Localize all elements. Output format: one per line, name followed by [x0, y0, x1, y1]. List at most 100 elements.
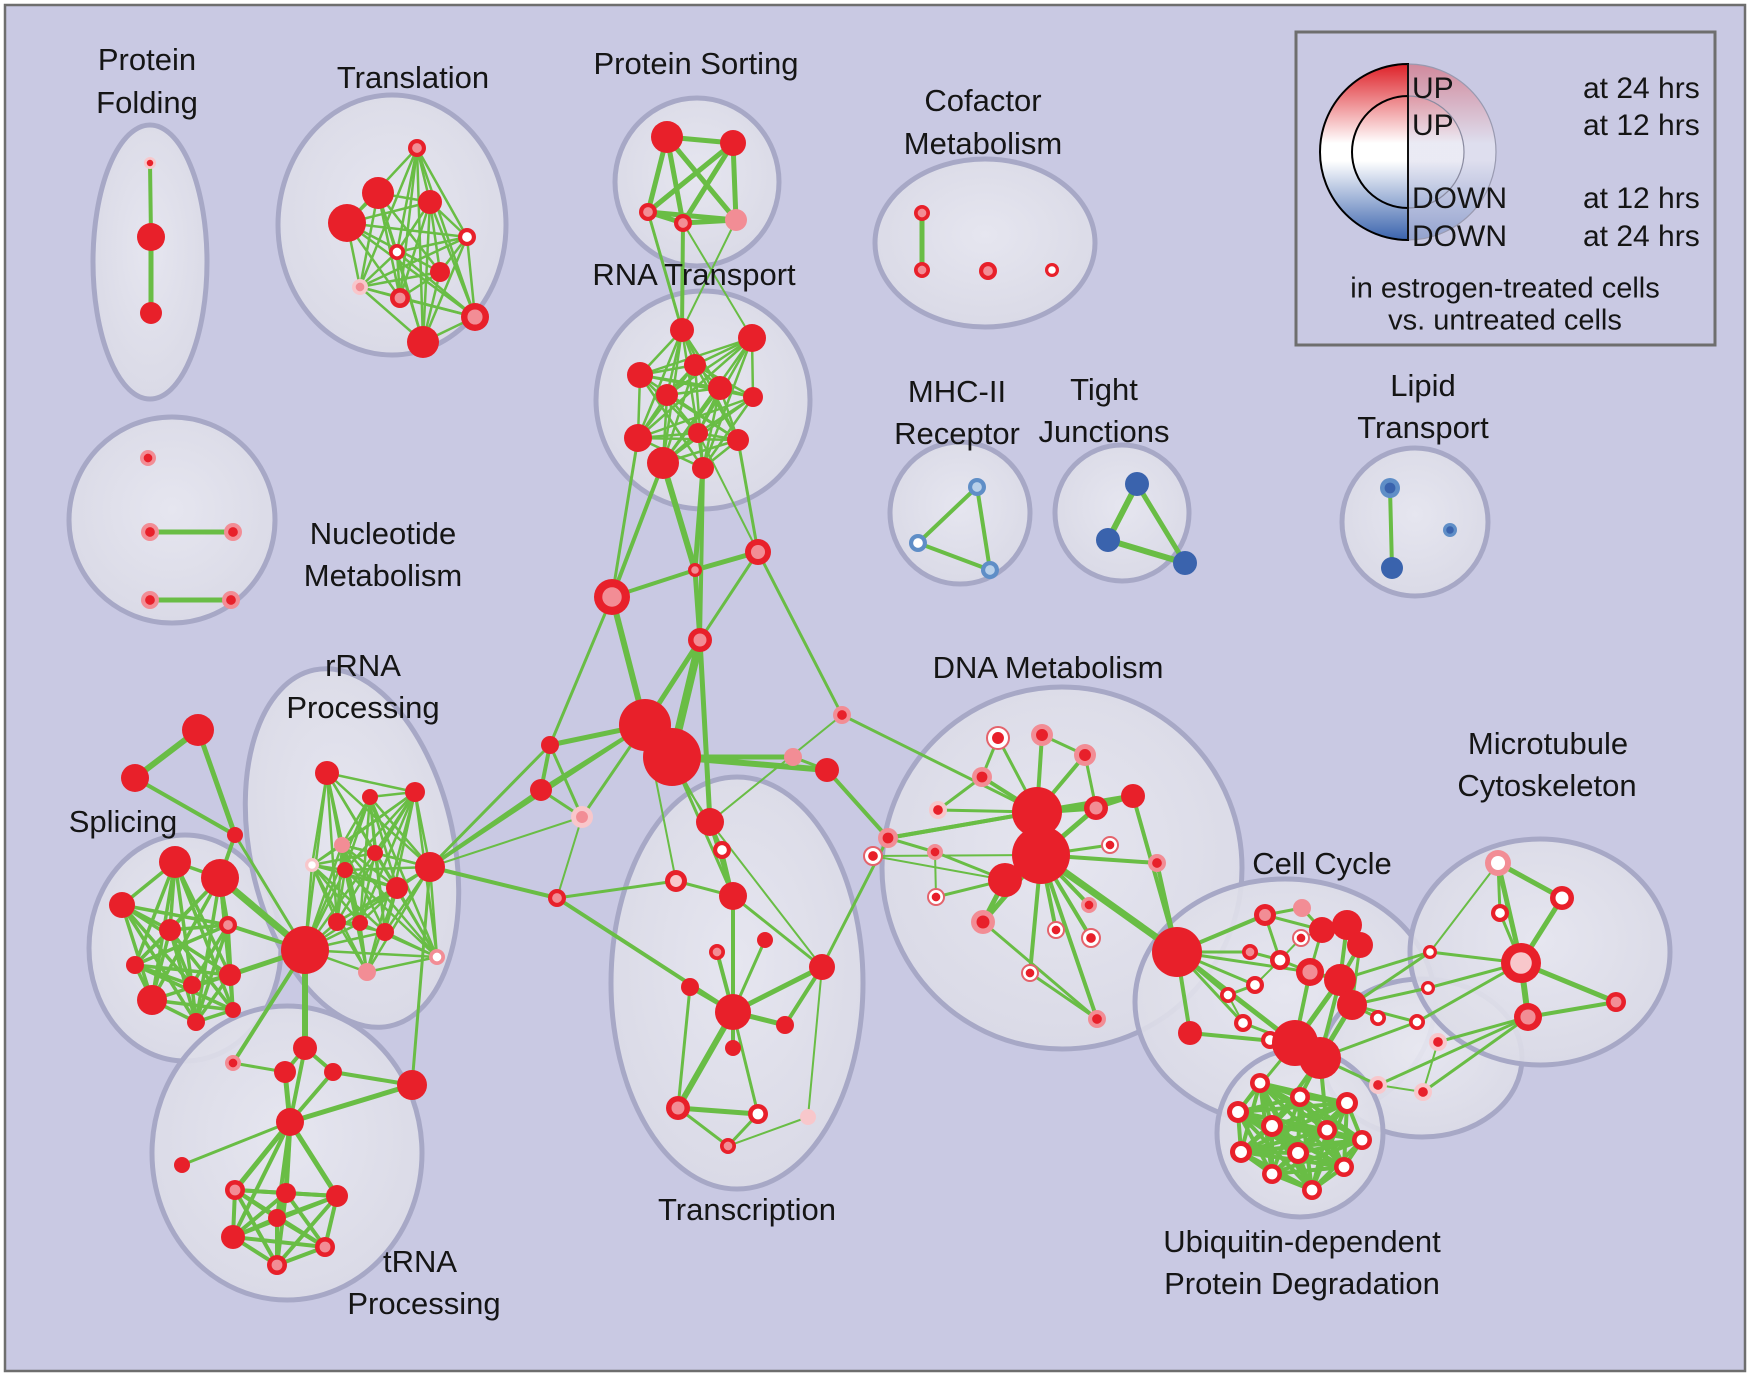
network-edge [756, 550, 844, 717]
network-edge [428, 200, 477, 319]
network-node [407, 326, 439, 358]
network-node [222, 591, 240, 609]
network-node [643, 728, 701, 786]
network-edge [168, 928, 198, 1024]
network-edge [1421, 1015, 1530, 1094]
network-node [776, 1016, 794, 1034]
cluster-nucleotide-metabolism-label: Nucleotide [310, 516, 456, 551]
network-node [219, 916, 237, 934]
network-node [1347, 932, 1373, 958]
legend-note: vs. untreated cells [1388, 305, 1622, 337]
network-node [708, 376, 732, 400]
network-edge [680, 140, 736, 226]
network-edge [698, 466, 705, 642]
network-node [971, 910, 995, 934]
network-node [1606, 992, 1626, 1012]
network-node [929, 801, 947, 819]
network-node [1514, 1003, 1542, 1031]
network-node [647, 447, 679, 479]
network-node [1299, 1037, 1341, 1079]
legend-time-label: at 12 hrs [1583, 182, 1700, 215]
network-node [1081, 928, 1101, 948]
network-edge [1376, 1015, 1530, 1087]
network-node [429, 949, 445, 965]
cluster-cofactor-metabolism-ellipse [872, 156, 1098, 330]
network-node [362, 177, 394, 209]
network-node [914, 205, 930, 221]
network-node [1230, 1141, 1252, 1163]
network-edge [173, 860, 194, 987]
network-node [159, 919, 181, 941]
network-edges [120, 134, 1619, 1267]
cluster-labels: Protein Folding Translation Protein Sorting… [69, 42, 1637, 1321]
network-node [656, 384, 678, 406]
network-edge [1236, 1101, 1349, 1114]
network-node [418, 190, 442, 214]
network-node [757, 932, 773, 948]
legend-direction-label: DOWN [1412, 220, 1507, 253]
network-node [696, 808, 724, 836]
network-node [727, 429, 749, 451]
network-edge [701, 336, 754, 470]
network-node [1369, 1076, 1387, 1094]
network-node [684, 354, 706, 376]
network-edge [825, 768, 890, 840]
network-edge [190, 923, 230, 987]
network-edge [325, 771, 339, 924]
network-node [745, 539, 771, 565]
network-node [328, 204, 366, 242]
network-edge [664, 134, 739, 223]
network-edge [1105, 537, 1188, 566]
network-edge [682, 222, 753, 339]
network-node [725, 209, 747, 231]
cluster-cell-cycle-label: Cell Cycle [1252, 846, 1392, 881]
network-edge [665, 393, 740, 442]
network-edge [395, 886, 439, 959]
network-node [1270, 950, 1290, 970]
network-node [1254, 904, 1276, 926]
legend-direction-label: UP [1412, 72, 1454, 105]
network-node [1421, 981, 1435, 995]
network-node [415, 852, 445, 882]
network-node [390, 288, 410, 308]
network-node [719, 882, 747, 910]
network-node [713, 841, 731, 859]
network-node [221, 1225, 245, 1249]
cluster-dna-metabolism-label: DNA Metabolism [933, 650, 1164, 685]
network-node [141, 591, 159, 609]
network-edge [701, 395, 755, 470]
cluster-microtubule-cytoskeleton-ellipse [1407, 836, 1673, 1068]
network-edge [916, 541, 992, 572]
network-node [674, 214, 692, 232]
network-edge [358, 250, 399, 289]
network-edge [340, 843, 399, 890]
network-node [1485, 850, 1511, 876]
network-node [1234, 1014, 1252, 1032]
network-node [358, 963, 376, 981]
network-node [1352, 1130, 1372, 1150]
network-edge [661, 395, 755, 465]
legend-time-label: at 12 hrs [1583, 109, 1700, 142]
legend-gradient-circle [1407, 95, 1465, 209]
network-edge [1388, 486, 1394, 570]
network-node [182, 714, 214, 746]
cluster-tight-junctions-label: Tight [1070, 372, 1138, 407]
network-node [1287, 1142, 1309, 1164]
network-node [140, 450, 156, 466]
network-edge [365, 955, 439, 974]
network-edge [697, 432, 759, 553]
network-node [800, 1109, 816, 1125]
cluster-transcription-label: Transcription [658, 1192, 836, 1227]
network-node [1178, 1021, 1202, 1045]
network-edge [133, 963, 232, 977]
network-edge [660, 460, 698, 573]
network-node [688, 628, 712, 652]
network-node [225, 1055, 241, 1071]
network-node [187, 1013, 205, 1031]
network-node [1152, 927, 1202, 977]
network-node [627, 362, 653, 388]
network-node [1081, 897, 1097, 913]
network-node [720, 1138, 736, 1154]
network-node [352, 915, 368, 931]
